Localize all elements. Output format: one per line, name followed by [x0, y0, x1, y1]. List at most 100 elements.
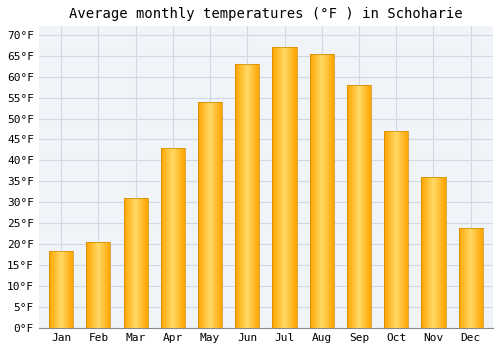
Bar	[326, 54, 327, 328]
Bar	[392, 131, 393, 328]
Bar	[245, 64, 246, 328]
Bar	[276, 47, 278, 328]
Bar	[65, 251, 66, 328]
Bar	[102, 242, 103, 328]
Bar	[423, 177, 424, 328]
Bar	[472, 228, 473, 328]
Bar	[312, 54, 314, 328]
Bar	[390, 131, 391, 328]
Bar	[401, 131, 402, 328]
Bar	[204, 102, 205, 328]
Bar	[131, 198, 132, 328]
Bar	[331, 54, 332, 328]
Bar	[101, 242, 102, 328]
Bar	[354, 85, 355, 328]
Bar	[171, 148, 172, 328]
Bar	[324, 54, 325, 328]
Bar	[134, 198, 135, 328]
Bar	[124, 198, 148, 328]
Bar	[357, 85, 358, 328]
Bar	[332, 54, 334, 328]
Bar	[199, 102, 200, 328]
Bar	[72, 251, 73, 328]
Bar	[321, 54, 322, 328]
Bar	[239, 64, 240, 328]
Bar	[184, 148, 185, 328]
Bar	[462, 228, 463, 328]
Bar	[236, 64, 237, 328]
Bar	[100, 242, 101, 328]
Bar	[60, 251, 61, 328]
Bar	[128, 198, 129, 328]
Bar	[438, 177, 439, 328]
Bar	[398, 131, 400, 328]
Bar	[220, 102, 221, 328]
Bar	[57, 251, 58, 328]
Bar	[325, 54, 326, 328]
Bar	[98, 242, 99, 328]
Bar	[288, 47, 289, 328]
Bar	[363, 85, 364, 328]
Bar	[205, 102, 206, 328]
Bar	[289, 47, 290, 328]
Bar	[290, 47, 291, 328]
Bar	[475, 228, 476, 328]
Bar	[212, 102, 213, 328]
Bar	[216, 102, 218, 328]
Bar	[394, 131, 395, 328]
Bar	[422, 177, 423, 328]
Bar	[54, 251, 55, 328]
Bar	[136, 198, 137, 328]
Bar	[168, 148, 169, 328]
Bar	[422, 177, 446, 328]
Bar	[235, 64, 260, 328]
Bar	[365, 85, 366, 328]
Bar	[347, 85, 348, 328]
Bar	[400, 131, 401, 328]
Bar	[426, 177, 427, 328]
Bar	[93, 242, 94, 328]
Bar	[50, 251, 51, 328]
Bar	[327, 54, 328, 328]
Bar	[86, 242, 110, 328]
Bar	[473, 228, 474, 328]
Bar	[480, 228, 481, 328]
Bar	[141, 198, 142, 328]
Bar	[97, 242, 98, 328]
Bar	[407, 131, 408, 328]
Bar	[274, 47, 275, 328]
Bar	[439, 177, 440, 328]
Bar	[91, 242, 92, 328]
Bar	[330, 54, 331, 328]
Bar	[360, 85, 361, 328]
Bar	[143, 198, 144, 328]
Bar	[250, 64, 251, 328]
Bar	[162, 148, 163, 328]
Bar	[221, 102, 222, 328]
Bar	[433, 177, 434, 328]
Bar	[424, 177, 425, 328]
Bar	[104, 242, 105, 328]
Bar	[460, 228, 461, 328]
Bar	[142, 198, 143, 328]
Bar	[384, 131, 385, 328]
Bar	[445, 177, 446, 328]
Bar	[282, 47, 284, 328]
Bar	[244, 64, 245, 328]
Bar	[443, 177, 444, 328]
Bar	[358, 85, 359, 328]
Bar	[388, 131, 389, 328]
Bar	[464, 228, 466, 328]
Bar	[275, 47, 276, 328]
Bar	[202, 102, 203, 328]
Bar	[68, 251, 69, 328]
Bar	[252, 64, 253, 328]
Bar	[459, 228, 460, 328]
Bar	[468, 228, 469, 328]
Bar	[210, 102, 212, 328]
Bar	[200, 102, 201, 328]
Bar	[352, 85, 353, 328]
Bar	[362, 85, 363, 328]
Bar	[92, 242, 93, 328]
Bar	[183, 148, 184, 328]
